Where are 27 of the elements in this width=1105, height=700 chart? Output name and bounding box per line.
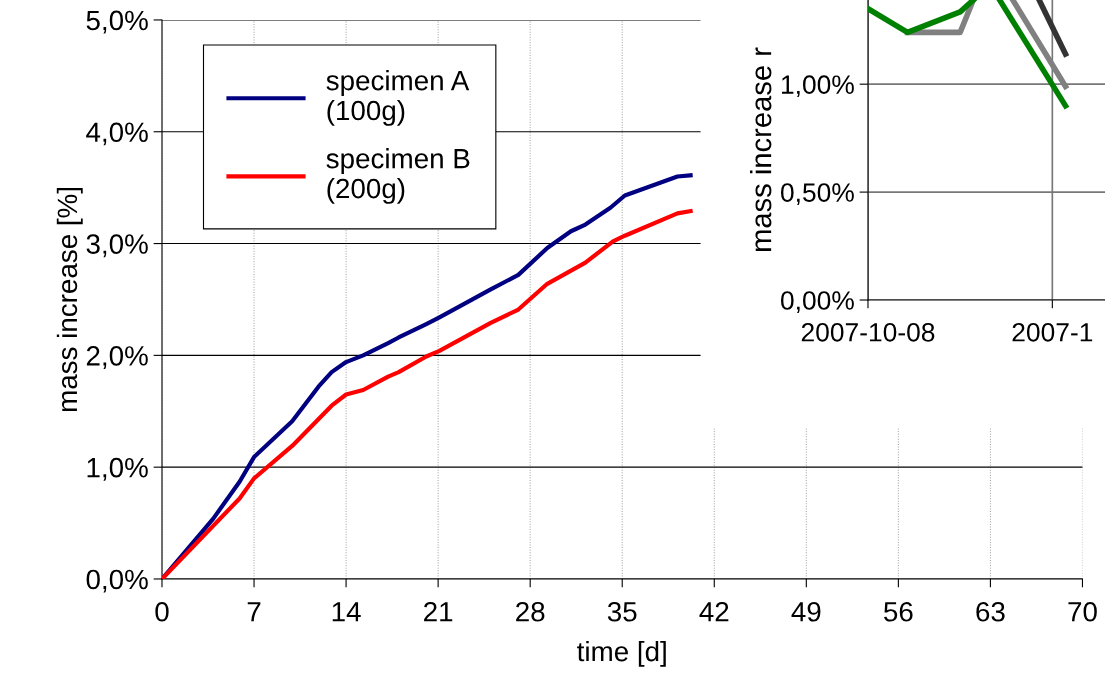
y-axis-title: mass increase [%] [56, 187, 83, 412]
x-tick-label: 2007-1 [1012, 322, 1093, 342]
y-tick-label: 0,00% [780, 291, 854, 313]
x-axis-title: time [d] [577, 640, 666, 667]
y-tick-label: 1,00% [781, 75, 854, 98]
legend-label: specimen B (200g) [326, 148, 470, 204]
x-tick-label: 28 [516, 601, 545, 622]
x-tick-label: 2007-10-08 [801, 322, 935, 342]
y-tick-label: 3,0% [86, 234, 148, 258]
x-tick-label: 63 [976, 601, 1005, 622]
y-tick-label: 4,0% [86, 122, 148, 146]
y-tick-label: 1,0% [87, 457, 148, 481]
y-tick-label: 5,0% [86, 10, 148, 34]
x-tick-label: 56 [884, 601, 913, 622]
x-tick-label: 0 [155, 601, 169, 622]
x-tick-label: 21 [424, 601, 453, 622]
x-tick-label: 49 [791, 601, 821, 622]
x-tick-label: 35 [607, 601, 637, 622]
x-tick-label: 14 [332, 602, 361, 622]
y-tick-label: 0,0% [86, 569, 148, 593]
x-tick-label: 70 [1068, 601, 1097, 622]
legend-label: specimen A (100g) [326, 70, 470, 126]
y-tick-label: 2,0% [86, 346, 148, 369]
x-tick-label: 42 [699, 601, 729, 622]
x-tick-label: 7 [247, 602, 261, 622]
y-axis-title: mass increase r [750, 47, 772, 251]
y-tick-label: 0,50% [780, 183, 854, 206]
